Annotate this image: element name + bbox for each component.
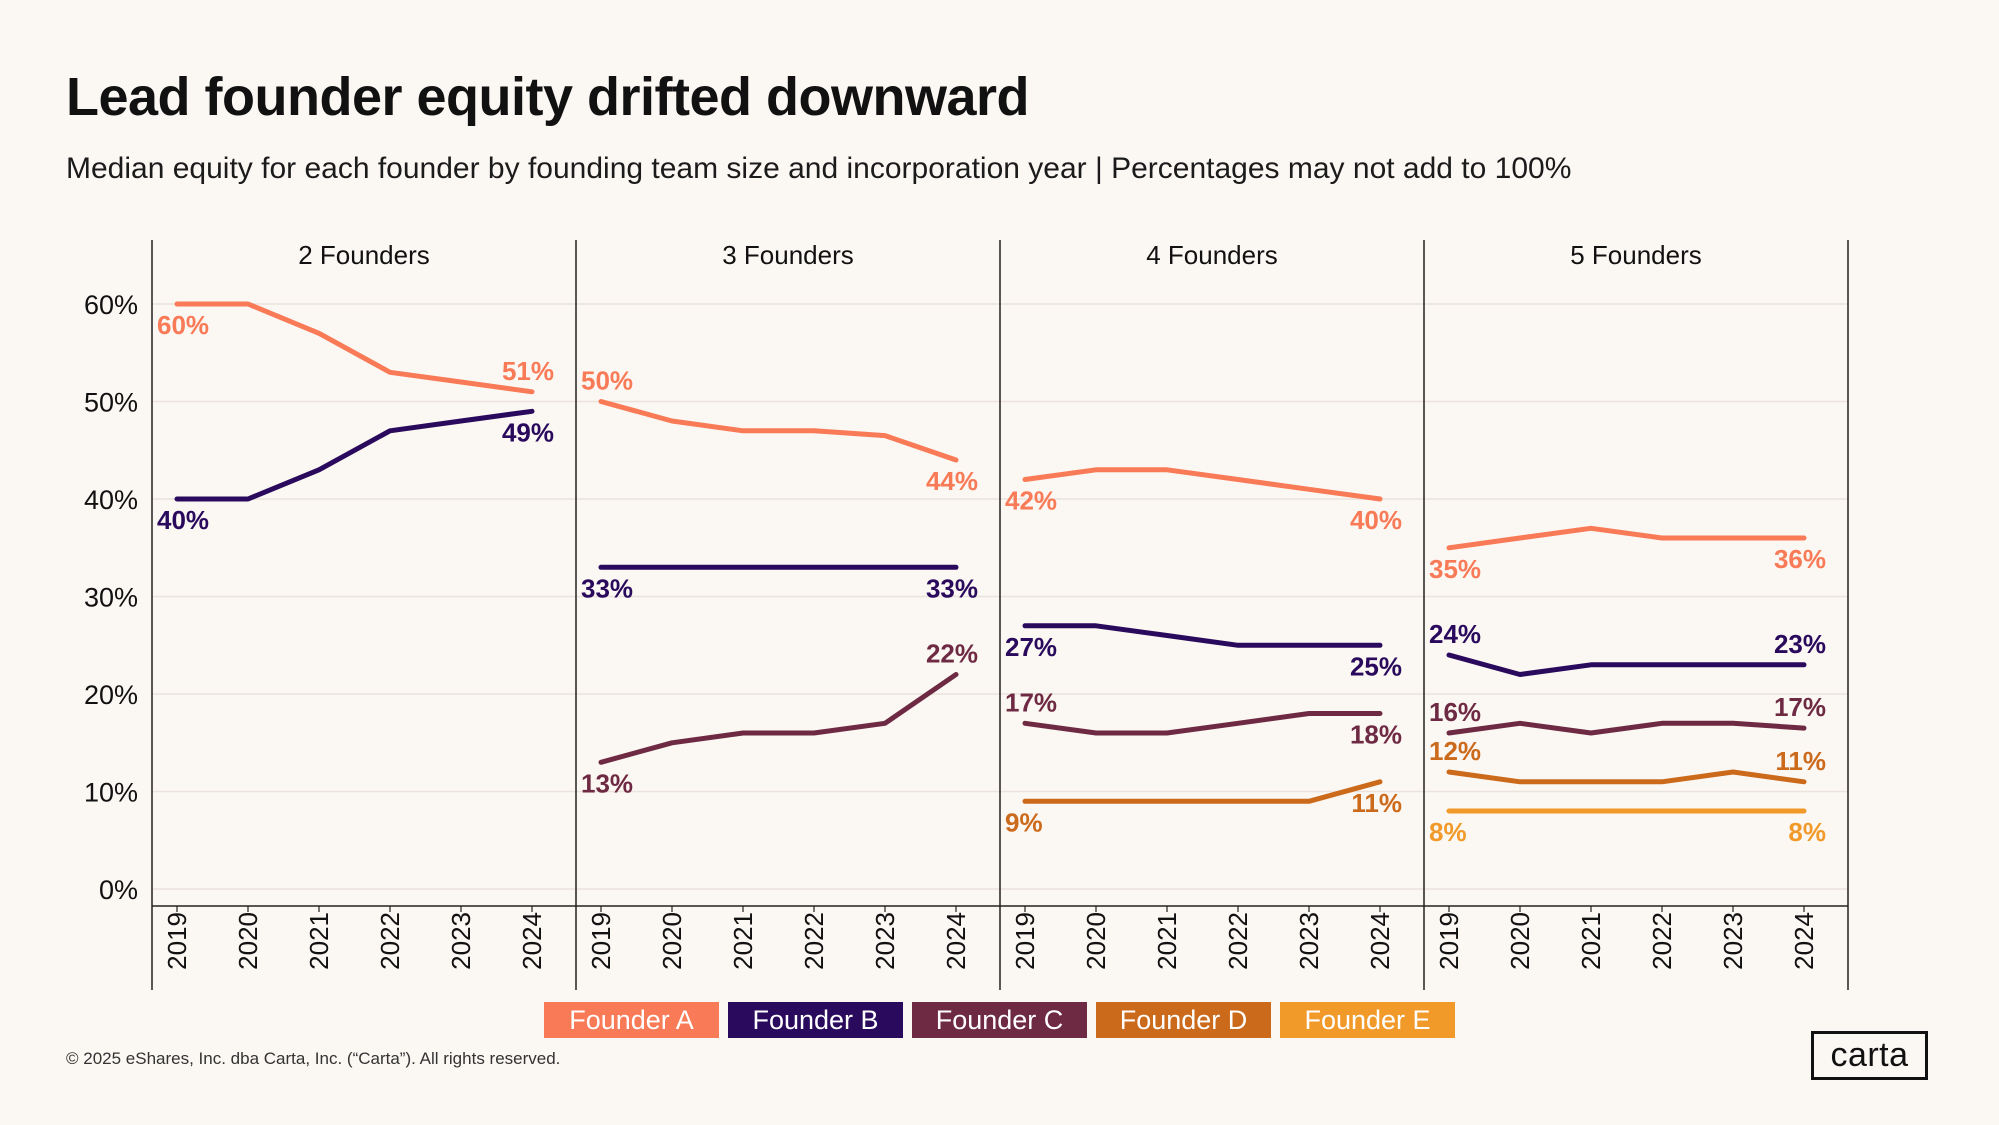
x-tick-label-2024: 2024 (941, 912, 971, 970)
data-label-4-founders-founder-b-start: 27% (1005, 632, 1057, 662)
x-tick-label-2024: 2024 (1365, 912, 1395, 970)
x-tick-label-2023: 2023 (1294, 912, 1324, 970)
data-label-4-founders-founder-c-start: 17% (1005, 687, 1057, 717)
x-tick-label-2023: 2023 (1718, 912, 1748, 970)
panel-label-4-founders: 4 Founders (1146, 240, 1278, 270)
y-tick-label: 40% (84, 485, 138, 515)
chart-title: Lead founder equity drifted downward (66, 67, 1030, 127)
data-label-4-founders-founder-a-start: 42% (1005, 486, 1057, 516)
y-tick-label: 30% (84, 583, 138, 613)
y-tick-label: 20% (84, 680, 138, 710)
data-label-5-founders-founder-a-start: 35% (1429, 554, 1481, 584)
data-label-4-founders-founder-c-end: 18% (1350, 720, 1402, 750)
data-label-4-founders-founder-a-end: 40% (1350, 505, 1402, 535)
x-tick-label-2022: 2022 (799, 912, 829, 970)
legend-item-founder-d: Founder D (1096, 1002, 1271, 1038)
series-line-4-founders-founder-b (1022, 623, 1383, 648)
series-line-5-founders-founder-d (1446, 769, 1807, 785)
x-tick-label-2020: 2020 (657, 912, 687, 970)
legend-item-founder-c: Founder C (912, 1002, 1087, 1038)
x-tick-label-2023: 2023 (870, 912, 900, 970)
series-line-4-founders-founder-c (1022, 711, 1383, 736)
series-line-5-founders-founder-a (1446, 525, 1807, 551)
y-tick-label: 10% (84, 778, 138, 808)
panel-label-5-founders: 5 Founders (1570, 240, 1702, 270)
x-tick-label-2020: 2020 (233, 912, 263, 970)
data-label-2-founders-founder-b-end: 49% (502, 417, 554, 447)
y-tick-label: 50% (84, 388, 138, 418)
data-label-3-founders-founder-a-end: 44% (926, 466, 978, 496)
panel-label-3-founders: 3 Founders (722, 240, 854, 270)
data-label-3-founders-founder-a-start: 50% (581, 366, 633, 396)
chart-subtitle: Median equity for each founder by foundi… (66, 152, 1572, 185)
y-tick-label: 60% (84, 290, 138, 320)
data-label-5-founders-founder-a-end: 36% (1774, 544, 1826, 574)
data-label-3-founders-founder-b-end: 33% (926, 573, 978, 603)
x-tick-label-2022: 2022 (1223, 912, 1253, 970)
series-line-5-founders-founder-b (1446, 652, 1807, 677)
legend-item-founder-a: Founder A (544, 1002, 719, 1038)
data-label-5-founders-founder-e-start: 8% (1429, 817, 1467, 847)
series-line-2-founders-founder-a (174, 301, 535, 395)
x-tick-label-2021: 2021 (1152, 912, 1182, 970)
x-tick-label-2019: 2019 (162, 912, 192, 970)
x-tick-label-2019: 2019 (1434, 912, 1464, 970)
data-label-5-founders-founder-b-end: 23% (1774, 629, 1826, 659)
x-tick-label-2023: 2023 (446, 912, 476, 970)
series-line-2-founders-founder-b (174, 408, 535, 502)
data-label-3-founders-founder-c-end: 22% (926, 639, 978, 669)
chart-legend: Founder A Founder B Founder C Founder D … (0, 1002, 1999, 1038)
data-label-2-founders-founder-a-start: 60% (157, 310, 209, 340)
data-label-4-founders-founder-d-start: 9% (1005, 807, 1043, 837)
series-line-4-founders-founder-d (1022, 779, 1383, 804)
data-label-2-founders-founder-b-start: 40% (157, 505, 209, 535)
series-line-5-founders-founder-c (1446, 720, 1807, 736)
data-label-5-founders-founder-d-start: 12% (1429, 736, 1481, 766)
x-tick-label-2021: 2021 (304, 912, 334, 970)
data-label-3-founders-founder-b-start: 33% (581, 573, 633, 603)
data-label-5-founders-founder-c-start: 16% (1429, 697, 1481, 727)
data-label-5-founders-founder-d-end: 11% (1775, 746, 1826, 776)
data-label-3-founders-founder-c-start: 13% (581, 768, 633, 798)
data-label-4-founders-founder-b-end: 25% (1350, 651, 1402, 681)
x-tick-label-2019: 2019 (1010, 912, 1040, 970)
y-tick-label: 0% (99, 875, 138, 905)
x-tick-label-2021: 2021 (728, 912, 758, 970)
data-label-2-founders-founder-a-end: 51% (502, 356, 554, 386)
carta-logo: carta (1811, 1031, 1928, 1080)
data-label-4-founders-founder-d-end: 11% (1351, 788, 1402, 818)
data-label-5-founders-founder-e-end: 8% (1788, 817, 1826, 847)
x-tick-label-2021: 2021 (1576, 912, 1606, 970)
x-tick-label-2022: 2022 (375, 912, 405, 970)
series-line-4-founders-founder-a (1022, 467, 1383, 502)
x-tick-label-2020: 2020 (1081, 912, 1111, 970)
x-tick-label-2024: 2024 (1789, 912, 1819, 970)
legend-item-founder-e: Founder E (1280, 1002, 1455, 1038)
panel-label-2-founders: 2 Founders (298, 240, 430, 270)
x-tick-label-2020: 2020 (1505, 912, 1535, 970)
data-label-5-founders-founder-b-start: 24% (1429, 619, 1481, 649)
x-tick-label-2024: 2024 (517, 912, 547, 970)
series-line-3-founders-founder-c (598, 672, 959, 765)
data-label-5-founders-founder-c-end: 17% (1774, 692, 1826, 722)
legend-item-founder-b: Founder B (728, 1002, 903, 1038)
copyright-notice: © 2025 eShares, Inc. dba Carta, Inc. (“C… (66, 1049, 561, 1068)
x-tick-label-2022: 2022 (1647, 912, 1677, 970)
series-line-3-founders-founder-a (598, 399, 959, 463)
x-tick-label-2019: 2019 (586, 912, 616, 970)
line-chart: 0% 10% 20% 30% 40% 50% 60% 2 Founders 2019 2020 20… (84, 240, 1849, 990)
